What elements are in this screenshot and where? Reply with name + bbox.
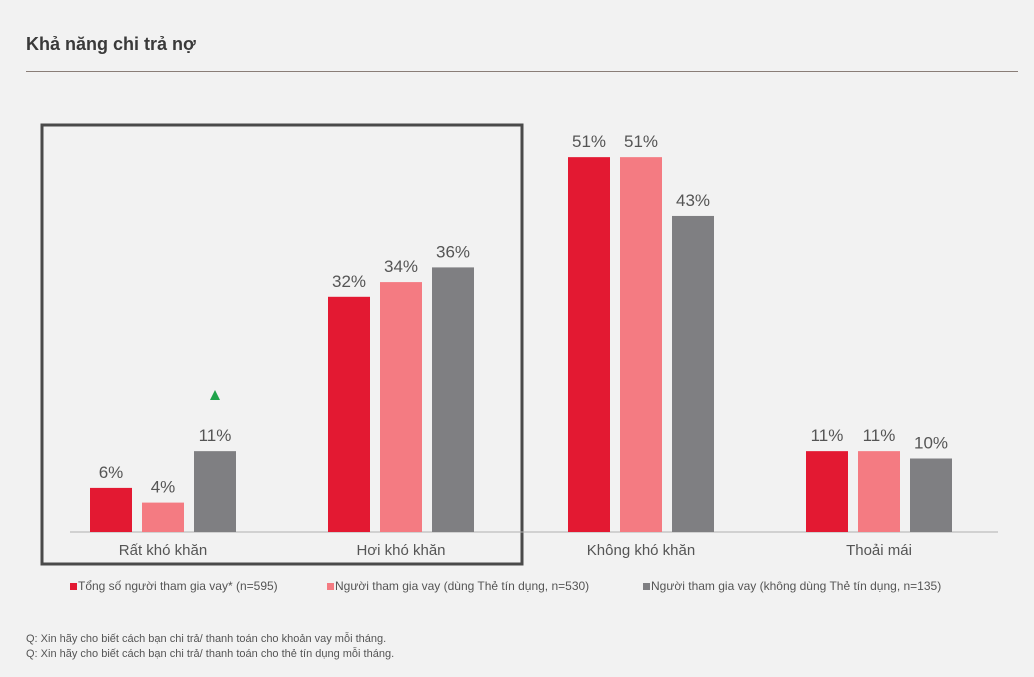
footnotes: Q: Xin hãy cho biết cách bạn chi trả/ th… bbox=[26, 632, 394, 662]
legend-label-3: Người tham gia vay (không dùng Thẻ tín d… bbox=[651, 579, 941, 593]
page-title: Khả năng chi trả nợ bbox=[26, 34, 196, 54]
title-divider bbox=[26, 71, 1018, 72]
category-label-3: Không khó khăn bbox=[587, 542, 695, 559]
bar-1-1 bbox=[90, 487, 132, 532]
bar-chart: 6% 32% 51% 11% 4% 34% 51% 11% 11% 36% 43% 10% Rất kh… bbox=[40, 123, 998, 593]
data-label-2-4: 11% bbox=[863, 426, 896, 445]
category-label-1: Rất khó khăn bbox=[119, 542, 207, 559]
bar-2-1 bbox=[142, 502, 184, 532]
category-label-4: Thoải mái bbox=[846, 542, 912, 559]
category-label-2: Hơi khó khăn bbox=[356, 542, 445, 559]
bar-1-4 bbox=[806, 451, 848, 532]
data-label-3-4: 10% bbox=[914, 434, 948, 453]
legend-label-1: Tổng số người tham gia vay* (n=595) bbox=[78, 579, 278, 593]
bar-1-2 bbox=[328, 296, 370, 532]
data-label-3-2: 36% bbox=[436, 242, 470, 261]
data-label-1-3: 51% bbox=[572, 132, 606, 151]
bar-2-3 bbox=[620, 157, 662, 532]
bar-3-1 bbox=[194, 451, 236, 532]
legend-swatch-1 bbox=[70, 583, 77, 590]
legend-swatch-3 bbox=[643, 583, 650, 590]
footnote-loan: Q: Xin hãy cho biết cách bạn chi trả/ th… bbox=[26, 633, 387, 645]
highlight-box bbox=[40, 123, 524, 566]
data-label-2-3: 51% bbox=[624, 132, 658, 151]
bar-2-4 bbox=[858, 451, 900, 532]
bar-3-2 bbox=[432, 267, 474, 532]
bar-1-3 bbox=[568, 157, 610, 532]
data-label-3-1: 11% bbox=[199, 426, 232, 445]
data-label-2-2: 34% bbox=[384, 257, 418, 276]
legend-label-2: Người tham gia vay (dùng Thẻ tín dụng, n… bbox=[335, 579, 589, 593]
up-arrow-icon bbox=[210, 390, 220, 400]
data-label-1-1: 6% bbox=[99, 463, 124, 482]
bar-3-3 bbox=[672, 215, 714, 532]
bar-2-2 bbox=[380, 282, 422, 532]
bar-3-4 bbox=[910, 458, 952, 532]
legend-swatch-2 bbox=[327, 583, 334, 590]
data-label-3-3: 43% bbox=[676, 191, 710, 210]
data-label-2-1: 4% bbox=[151, 478, 176, 497]
data-label-1-2: 32% bbox=[332, 272, 366, 291]
data-label-1-4: 11% bbox=[811, 426, 844, 445]
footnote-credit-card: Q: Xin hãy cho biết cách bạn chi trả/ th… bbox=[26, 648, 395, 660]
